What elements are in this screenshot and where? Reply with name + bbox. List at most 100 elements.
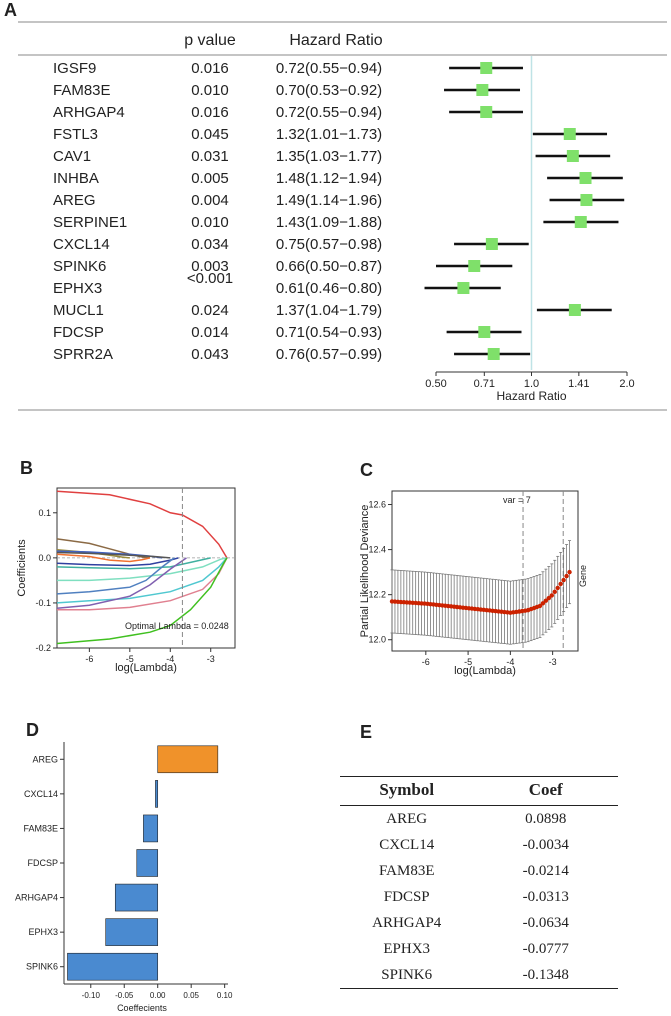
coef-bar-fdcsp [136, 849, 159, 877]
forest-header-pvalue: p value [184, 32, 236, 49]
forest-gene-label: MUCL1 [53, 302, 104, 319]
forest-gene-label: AREG [53, 192, 96, 209]
cv-point [561, 577, 566, 583]
cv-point [546, 595, 552, 601]
forest-gene-label: CXCL14 [53, 236, 110, 253]
lasso-y-tick-label: 0.1 [38, 508, 51, 518]
lasso-path-green [56, 557, 228, 645]
lasso-path-purple [56, 557, 187, 610]
forest-pvalue: 0.043 [191, 346, 229, 363]
cv-point [558, 581, 563, 587]
cv-point [543, 598, 549, 603]
lasso-ylabel: Coefficients [16, 539, 28, 597]
forest-pvalue: 0.010 [191, 82, 229, 99]
table-row: AREG 0.0898 [340, 806, 618, 833]
table-cell-symbol: CXCL14 [379, 836, 435, 853]
forest-xlabel: Hazard Ratio [496, 389, 566, 403]
cv-x-tick-label: -4 [506, 657, 514, 667]
table-row: CXCL14 -0.0034 [340, 832, 618, 858]
cv-right-label: Gene [578, 565, 588, 587]
forest-hr-marker [580, 194, 593, 206]
forest-hr-text: 0.61(0.46−0.80) [276, 280, 382, 297]
lasso-path-red [56, 490, 228, 559]
cv-point [567, 569, 572, 575]
forest-hr-text: 1.37(1.04−1.79) [276, 302, 382, 319]
cv-point [537, 603, 543, 609]
forest-pvalue: 0.014 [191, 324, 229, 341]
forest-hr-text: 1.35(1.03−1.77) [276, 148, 382, 165]
cv-y-tick-label: 12.6 [368, 500, 386, 510]
cv-x-tick-label: -5 [464, 657, 472, 667]
table-cell-coef: -0.0634 [522, 914, 569, 931]
table-cell-symbol: FDCSP [383, 888, 430, 905]
forest-gene-label: INHBA [53, 170, 99, 187]
forest-pvalue: 0.031 [191, 148, 229, 165]
forest-hr-text: 1.43(1.09−1.88) [276, 214, 382, 231]
lasso-x-tick-label: -3 [207, 654, 215, 664]
forest-hr-marker [457, 282, 470, 294]
forest-gene-label: SERPINE1 [53, 214, 127, 231]
coef-bar-fam83e [143, 814, 159, 843]
forest-x-tick-label: 2.0 [619, 378, 634, 390]
forest-x-tick-label: 0.50 [425, 378, 446, 390]
forest-pvalue: 0.005 [191, 170, 229, 187]
lasso-path-steelblue [56, 557, 175, 595]
forest-pvalue: 0.003 [191, 258, 229, 275]
forest-pvalue: 0.004 [191, 192, 229, 209]
table-cell-symbol: FAM83E [378, 862, 435, 879]
forest-hr-text: 0.76(0.57−0.99) [276, 346, 382, 363]
forest-hr-marker [574, 216, 587, 228]
cv-y-tick-label: 12.2 [368, 590, 386, 600]
lasso-path-orange [56, 553, 151, 563]
lasso-path-darkgray [56, 551, 171, 559]
forest-pvalue: 0.034 [191, 236, 229, 253]
table-cell-symbol: EPHX3 [383, 940, 431, 957]
forest-plot: p value Hazard Ratio IGSF9 0.016 0.72(0.55… [18, 21, 667, 411]
cv-y-tick-label: 12.0 [368, 635, 386, 645]
table-row: ARHGAP4 -0.0634 [340, 910, 618, 936]
table-row: SPINK6 -0.1348 [340, 962, 618, 989]
coef-bar-category-label: FAM83E [23, 823, 58, 833]
cv-point [555, 585, 560, 591]
cv-point [552, 589, 557, 595]
lasso-x-tick-label: -5 [126, 654, 134, 664]
forest-gene-label: IGSF9 [53, 60, 96, 77]
forest-gene-label: EPHX3 [53, 280, 102, 297]
forest-gene-label: SPINK6 [53, 258, 106, 275]
lasso-path-cyan [56, 557, 228, 604]
forest-hr-marker [480, 62, 493, 74]
lasso-y-tick-label: -0.1 [35, 598, 51, 608]
forest-hr-marker [480, 106, 493, 118]
forest-hr-text: 0.75(0.57−0.98) [276, 236, 382, 253]
cv-y-tick-label: 12.4 [368, 545, 386, 555]
lasso-path-aquamarine [57, 557, 228, 582]
table-cell-symbol: AREG [386, 810, 428, 827]
forest-pvalue: 0.016 [191, 104, 229, 121]
panel-label-b: B [20, 458, 33, 478]
cv-point [564, 573, 569, 579]
coef-bar-xlabel: Coeffecients [117, 1003, 167, 1013]
lasso-path-brown [56, 538, 151, 559]
coef-bar-spink6 [67, 952, 159, 981]
cv-ylabel: Partial Likelihood Deviance [359, 505, 371, 638]
panel-label-e: E [360, 722, 373, 742]
lasso-path-teal [56, 557, 211, 570]
forest-hr-text: 1.49(1.14−1.96) [276, 192, 382, 209]
forest-hr-marker [566, 150, 579, 162]
lasso-coef-frame [56, 487, 236, 649]
forest-pvalue: 0.016 [191, 60, 229, 77]
forest-hr-text: 0.72(0.55−0.94) [276, 104, 382, 121]
coef-bar-category-label: EPHX3 [28, 927, 58, 937]
coef-bar-ephx3 [105, 918, 159, 946]
lasso-y-tick-label: -0.2 [35, 643, 51, 653]
forest-hr-text: 0.66(0.50−0.87) [276, 258, 382, 275]
coef-bar-x-tick-label: 0.00 [150, 991, 166, 1000]
forest-gene-label: FDCSP [53, 324, 104, 341]
coef-bar-category-label: SPINK6 [26, 962, 58, 972]
cv-x-tick-label: -3 [549, 657, 557, 667]
coef-bar-category-label: CXCL14 [24, 789, 58, 799]
coef-bar-x-tick-label: 0.05 [183, 991, 199, 1000]
lasso-annotation: Optimal Lambda = 0.0248 [125, 621, 229, 631]
